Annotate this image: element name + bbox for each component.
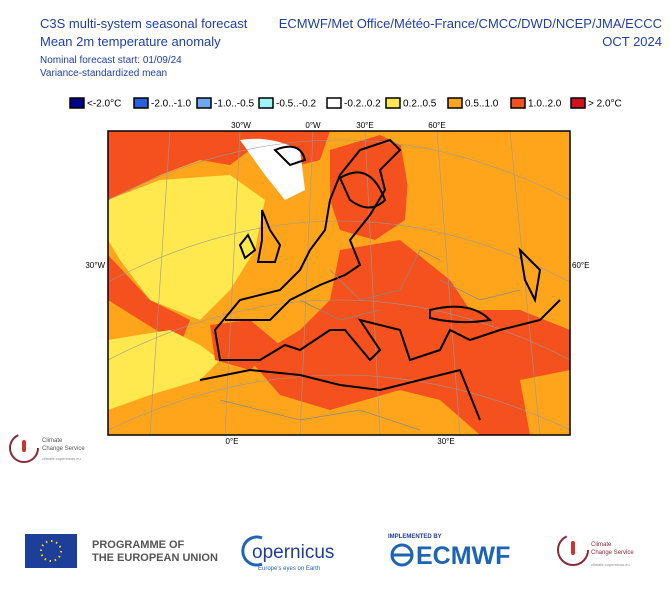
- programme: PROGRAMME OF: [92, 539, 185, 551]
- subtitle: Variance-standardized mean: [40, 68, 167, 79]
- legend-label: 0.5..1.0: [465, 99, 499, 110]
- legend: <-2.0°C -2.0..-1.0 -1.0..-0.5 -0.5..-0.2 -0.…: [69, 97, 622, 110]
- legend-swatch: [385, 97, 401, 109]
- graticule-label: 60°E: [572, 261, 589, 270]
- subtitle: Nominal forecast start: 01/09/24: [40, 55, 182, 66]
- graticule-label: 30°W: [231, 121, 251, 130]
- legend-swatch: [570, 97, 586, 109]
- legend-label: -0.2..0.2: [344, 99, 381, 110]
- logo-text: climate.copernicus.eu: [42, 456, 81, 461]
- title: Mean 2m temperature anomaly: [40, 34, 221, 49]
- legend-label: <-2.0°C: [87, 99, 121, 110]
- map-frame: [107, 130, 571, 436]
- graticule-label: 0°E: [226, 437, 239, 446]
- copernicus-tagline: Europe's eyes on Earth: [258, 566, 320, 572]
- eu-flag: [25, 534, 77, 568]
- copernicus: opernicus: [252, 542, 334, 563]
- logo-text: climate.copernicus.eu: [591, 562, 630, 567]
- logo-text: Climate: [42, 438, 63, 444]
- title: C3S multi-system seasonal forecast: [40, 16, 248, 31]
- copernicus-c: [241, 535, 263, 567]
- legend-swatch: [326, 97, 342, 109]
- logo-text: Change Service: [591, 550, 634, 556]
- graticule-label: 0°W: [305, 121, 321, 130]
- legend-swatch: [133, 97, 149, 109]
- logo-text: Change Service: [42, 446, 85, 452]
- ecmwf-symbol: [390, 543, 414, 567]
- graticule-label: 30°E: [437, 437, 454, 446]
- period: OCT 2024: [602, 34, 662, 49]
- logo-text: Climate: [591, 542, 612, 548]
- graticule-label: 60°E: [428, 121, 445, 130]
- graticule-label: 30°E: [356, 121, 373, 130]
- legend-label: > 2.0°C: [588, 99, 622, 110]
- c3s-logo: Climate Change Service climate.copernicu…: [557, 534, 634, 567]
- legend-swatch: [510, 97, 526, 109]
- legend-label: -1.0..-0.5: [214, 99, 254, 110]
- ecmwf: ECMWF: [416, 542, 510, 570]
- graticule-label: 30°W: [85, 261, 105, 270]
- legend-swatch: [258, 97, 274, 109]
- implemented-by: IMPLEMENTED BY: [388, 534, 442, 540]
- legend-label: -0.5..-0.2: [276, 99, 316, 110]
- legend-swatch: [447, 97, 463, 109]
- legend-swatch: [196, 97, 212, 109]
- c3s-logo-small: Climate Change Service climate.copernicu…: [9, 433, 85, 463]
- legend-label: 1.0..2.0: [528, 99, 562, 110]
- programme: THE EUROPEAN UNION: [92, 552, 218, 564]
- legend-label: -2.0..-1.0: [151, 99, 191, 110]
- map: [108, 131, 570, 435]
- systems: ECMWF/Met Office/Météo-France/CMCC/DWD/N…: [279, 16, 662, 31]
- legend-label: 0.2..0.5: [403, 99, 437, 110]
- legend-swatch: [69, 97, 85, 109]
